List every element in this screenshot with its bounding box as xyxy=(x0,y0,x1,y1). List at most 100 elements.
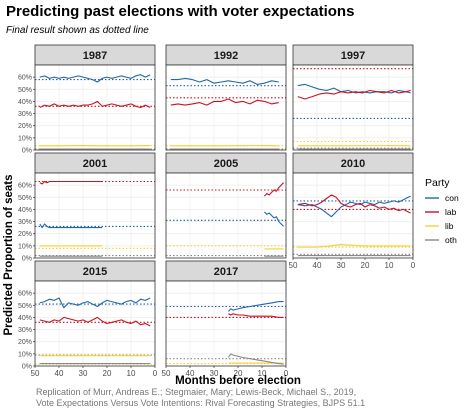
panel-1992: 1992 xyxy=(165,44,287,151)
series-line-lab xyxy=(228,313,284,318)
series-line-oth xyxy=(227,353,284,365)
panel-plot-area xyxy=(166,281,286,366)
y-tick-label: 60% xyxy=(18,291,32,298)
series-line-con xyxy=(228,301,284,312)
x-tick-label: 30 xyxy=(337,261,346,270)
y-tick-label: 30% xyxy=(18,327,32,334)
x-tick-label: 20 xyxy=(234,369,243,378)
series-line-lab xyxy=(39,180,103,185)
y-tick-label: 0% xyxy=(22,256,32,263)
panel-strip-label: 2010 xyxy=(341,158,365,170)
series-line-con xyxy=(297,83,411,94)
series-line-con xyxy=(264,211,284,227)
y-tick-label: 50% xyxy=(18,303,32,310)
panel-plot-area xyxy=(35,281,155,366)
panel-border xyxy=(292,64,414,151)
y-tick-label: 60% xyxy=(18,183,32,190)
panel-2017: 2017 50 40 30 20 10 0 xyxy=(162,260,289,378)
series-line-con xyxy=(39,74,151,83)
x-tick-label: 30 xyxy=(79,369,88,378)
y-tick-label: 0% xyxy=(22,364,32,371)
x-tick-label: 20 xyxy=(103,369,112,378)
x-tick-label: 10 xyxy=(385,261,394,270)
panel-1997: 1997 xyxy=(292,44,414,151)
series-line-lab xyxy=(39,100,151,109)
panel-strip-label: 1987 xyxy=(83,50,107,62)
x-tick-label: 50 xyxy=(31,369,40,378)
legend-title: Party xyxy=(425,177,450,189)
x-tick-label: 10 xyxy=(127,369,136,378)
chart-title: Predicting past elections with voter exp… xyxy=(6,3,354,20)
x-tick-label: 20 xyxy=(361,261,370,270)
series-line-lab xyxy=(297,194,411,214)
panel-plot-area xyxy=(35,173,155,258)
y-tick-label: 30% xyxy=(18,111,32,118)
x-axis-label: Months before election xyxy=(175,375,301,387)
y-tick-label: 40% xyxy=(18,99,32,106)
series-line-con xyxy=(39,223,103,229)
x-tick-label: 40 xyxy=(186,369,195,378)
x-tick-label: 50 xyxy=(162,369,171,378)
panel-2001: 2001 0% 10% 20% 30% 40% 50% 60% xyxy=(18,152,156,263)
panel-plot-area xyxy=(166,65,286,150)
panel-strip-label: 1992 xyxy=(214,50,238,62)
series-line-lab xyxy=(297,89,411,100)
series-line-lib xyxy=(297,244,411,248)
panel-plot-area xyxy=(293,65,413,150)
y-tick-label: 50% xyxy=(18,87,32,94)
x-tick-label: 40 xyxy=(55,369,64,378)
panel-strip-label: 2001 xyxy=(83,158,107,170)
y-tick-label: 10% xyxy=(18,135,32,142)
panel-2015: 2015 0% 10% 20% 30% 40% 50% 60% 50 40 30 20 10 0 xyxy=(18,260,158,378)
legend: Party con lab lib oth xyxy=(425,177,459,245)
x-tick-label: 0 xyxy=(284,369,289,378)
y-tick-label: 60% xyxy=(18,75,32,82)
y-tick-label: 20% xyxy=(18,231,32,238)
x-tick-label: 30 xyxy=(210,369,219,378)
legend-label-lab: lab xyxy=(445,207,457,217)
panel-border xyxy=(165,172,287,259)
panel-strip-label: 2015 xyxy=(83,266,107,278)
y-tick-label: 20% xyxy=(18,339,32,346)
legend-label-oth: oth xyxy=(445,235,457,245)
panel-border xyxy=(34,64,156,151)
panel-strip-label: 1997 xyxy=(341,50,365,62)
series-line-lab xyxy=(170,98,279,106)
y-tick-label: 0% xyxy=(22,148,32,155)
panel-border xyxy=(34,172,156,259)
panel-strip-label: 2005 xyxy=(214,158,238,170)
y-tick-label: 40% xyxy=(18,315,32,322)
panel-1987: 1987 0% 10% 20% 30% 40% 50% 60% xyxy=(18,44,156,155)
caption-line-2: Vote Expectations Versus Vote Intentions… xyxy=(36,398,365,408)
y-tick-label: 10% xyxy=(18,243,32,250)
y-tick-label: 10% xyxy=(18,351,32,358)
panel-border xyxy=(165,280,287,367)
y-axis-label: Predicted Proportion of seats xyxy=(3,174,15,335)
series-line-con xyxy=(170,77,279,85)
panel-strip-label: 2017 xyxy=(214,266,238,278)
y-tick-label: 40% xyxy=(18,207,32,214)
x-tick-label: 0 xyxy=(153,369,158,378)
series-line-con xyxy=(39,297,151,309)
chart-subtitle: Final result shown as dotted line xyxy=(6,25,149,36)
x-tick-label: 40 xyxy=(313,261,322,270)
series-line-lab xyxy=(39,316,151,327)
x-tick-label: 50 xyxy=(289,261,298,270)
y-tick-label: 50% xyxy=(18,195,32,202)
series-line-lab xyxy=(264,182,284,197)
legend-label-lib: lib xyxy=(445,221,454,231)
y-tick-label: 20% xyxy=(18,123,32,130)
panel-border xyxy=(165,64,287,151)
panel-border xyxy=(34,280,156,367)
caption-line-1: Replication of Murr, Andreas E.; Stegmai… xyxy=(36,387,356,397)
panel-plot-area xyxy=(293,173,413,258)
panel-border xyxy=(292,172,414,259)
panel-2005: 2005 xyxy=(165,152,287,259)
x-tick-label: 10 xyxy=(258,369,267,378)
legend-label-con: con xyxy=(445,193,459,203)
y-tick-label: 30% xyxy=(18,219,32,226)
panel-plot-area xyxy=(166,173,286,258)
